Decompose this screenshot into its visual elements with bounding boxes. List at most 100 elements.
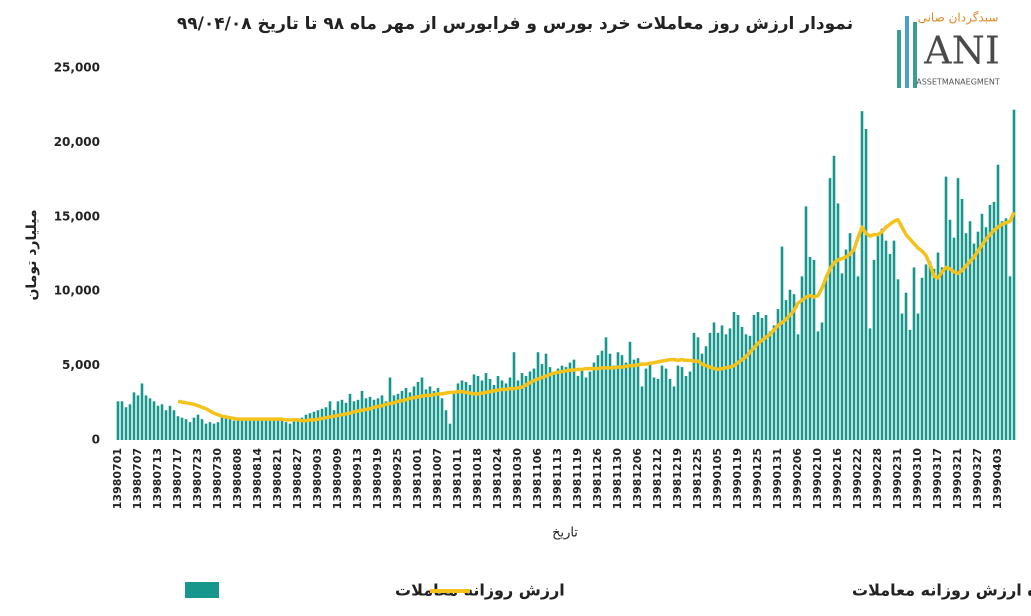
bar xyxy=(332,410,336,440)
bar xyxy=(940,267,944,440)
bar xyxy=(120,401,124,440)
x-tick-label: 13981106 xyxy=(531,448,544,510)
bar xyxy=(944,176,948,440)
bar xyxy=(200,419,204,440)
bar xyxy=(116,401,120,440)
x-tick-label: 13990321 xyxy=(951,448,964,509)
bar xyxy=(732,312,736,440)
bar xyxy=(284,422,288,440)
bar xyxy=(196,414,200,440)
bar xyxy=(416,381,420,440)
bar xyxy=(192,417,196,440)
bar xyxy=(976,231,980,440)
bar xyxy=(720,325,724,440)
bar xyxy=(168,405,172,440)
bar xyxy=(788,289,792,440)
bar xyxy=(356,399,360,440)
bar xyxy=(236,417,240,440)
y-tick-label: 0 xyxy=(92,433,100,447)
x-tick-label: 13981011 xyxy=(451,448,464,509)
bar xyxy=(792,294,796,440)
bar xyxy=(876,236,880,440)
bar xyxy=(588,371,592,440)
bar xyxy=(152,401,156,440)
bar xyxy=(364,398,368,440)
bar xyxy=(428,386,432,440)
x-tick-label: 13981024 xyxy=(491,448,504,510)
bar xyxy=(344,402,348,440)
bar xyxy=(208,422,212,440)
bar xyxy=(548,367,552,440)
bar xyxy=(600,350,604,440)
bar xyxy=(996,164,1000,440)
bar xyxy=(624,362,628,440)
x-tick-label: 13980903 xyxy=(311,448,324,509)
bar xyxy=(884,240,888,440)
bar xyxy=(564,367,568,440)
logo-sub: ASSETMANAEGMENT xyxy=(916,78,1000,87)
bar xyxy=(520,373,524,440)
bar xyxy=(736,315,740,440)
x-axis-label: تاریخ xyxy=(552,526,578,541)
x-tick-label: 13981119 xyxy=(571,448,584,509)
bar xyxy=(288,423,292,440)
y-tick-label: 5,000 xyxy=(62,358,100,372)
y-tick-label: 20,000 xyxy=(54,135,100,149)
bar xyxy=(256,419,260,440)
bar xyxy=(972,243,976,440)
bar xyxy=(716,332,720,440)
bar xyxy=(368,396,372,440)
y-tick-label: 25,000 xyxy=(54,61,100,75)
x-tick-label: 13990310 xyxy=(911,448,924,510)
x-tick-label: 13990327 xyxy=(971,448,984,509)
x-tick-label: 13981113 xyxy=(551,448,564,509)
x-tick-label: 13981219 xyxy=(671,448,684,509)
bar xyxy=(960,198,964,440)
logo-mark: ANI xyxy=(923,29,1000,73)
x-tick-label: 13990119 xyxy=(731,448,744,509)
bar xyxy=(904,292,908,440)
bar xyxy=(420,377,424,440)
bar xyxy=(404,387,408,440)
x-tick-label: 13981018 xyxy=(471,448,484,509)
bar xyxy=(272,420,276,440)
bar xyxy=(484,373,488,440)
bar xyxy=(608,353,612,440)
bar xyxy=(348,393,352,440)
y-tick-label: 10,000 xyxy=(54,284,100,298)
bar xyxy=(924,264,928,440)
bar xyxy=(248,419,252,440)
bar xyxy=(504,383,508,440)
bar xyxy=(640,386,644,440)
bar xyxy=(336,401,340,440)
bar xyxy=(892,240,896,440)
x-tick-label: 13980808 xyxy=(231,448,244,509)
bar xyxy=(388,377,392,440)
bar xyxy=(1012,109,1016,440)
logo-bar xyxy=(913,22,917,88)
bar xyxy=(964,233,968,440)
x-tick-label: 13990206 xyxy=(791,448,804,510)
bar xyxy=(340,399,344,440)
bar xyxy=(244,420,248,440)
bar xyxy=(796,334,800,440)
bar xyxy=(596,355,600,440)
bar xyxy=(692,332,696,440)
bar xyxy=(536,352,540,440)
x-tick-label: 13980814 xyxy=(251,448,264,510)
bar xyxy=(308,413,312,440)
x-tick-label: 13990131 xyxy=(771,448,784,509)
bar xyxy=(524,376,528,440)
bar xyxy=(812,259,816,440)
bar xyxy=(840,273,844,440)
bar xyxy=(160,404,164,440)
x-tick-label: 13980821 xyxy=(271,448,284,509)
bar xyxy=(180,417,184,440)
bar xyxy=(216,422,220,440)
bar xyxy=(240,419,244,440)
bar xyxy=(1004,218,1008,440)
bar xyxy=(496,376,500,440)
bar xyxy=(752,315,756,440)
x-tick-label: 13981212 xyxy=(651,448,664,509)
